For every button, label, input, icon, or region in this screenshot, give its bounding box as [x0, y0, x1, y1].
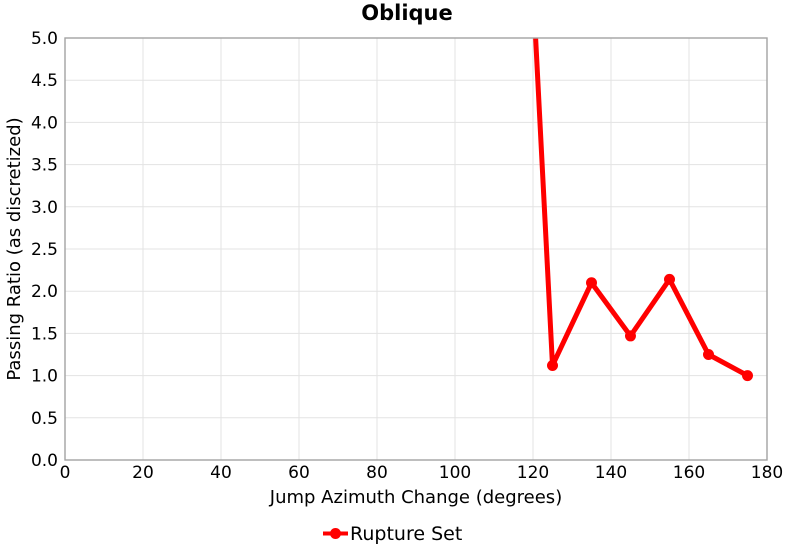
data-point-marker	[547, 359, 558, 371]
x-tick-label: 20	[132, 463, 154, 483]
y-tick-label: 2.5	[31, 240, 58, 260]
data-point-marker	[664, 273, 675, 285]
x-tick-label: 100	[439, 463, 471, 483]
x-tick-label: 160	[673, 463, 705, 483]
plot-border	[64, 37, 768, 461]
x-axis-label: Jump Azimuth Change (degrees)	[269, 487, 562, 508]
legend: Rupture Set	[323, 523, 462, 545]
x-tick-label: 0	[60, 463, 71, 483]
y-tick-label: 4.0	[31, 113, 58, 133]
y-axis-tick-labels: 0.0 0.5 1.0 1.5 2.0 2.5 3.0 3.5 4.0 4.5 5.0	[31, 29, 58, 471]
y-tick-label: 1.5	[31, 324, 58, 344]
series-rupture-set	[533, 38, 753, 382]
data-point-marker	[625, 330, 636, 342]
legend-dot-marker-icon	[330, 528, 341, 539]
gridlines	[65, 38, 767, 460]
y-tick-label: 5.0	[31, 29, 58, 49]
y-tick-label: 1.0	[31, 367, 58, 387]
y-tick-label: 2.0	[31, 282, 58, 302]
chart-title: Oblique	[361, 1, 453, 25]
x-axis-tick-labels: 0 20 40 60 80 100 120 140 160 180	[60, 463, 784, 483]
x-tick-label: 180	[751, 463, 783, 483]
data-point-marker	[742, 370, 753, 382]
legend-label: Rupture Set	[350, 523, 462, 545]
y-axis-label: Passing Ratio (as discretized)	[4, 117, 25, 380]
x-tick-label: 120	[517, 463, 549, 483]
y-tick-label: 0.0	[31, 451, 58, 471]
x-tick-label: 60	[288, 463, 310, 483]
x-tick-label: 140	[595, 463, 627, 483]
y-tick-label: 3.5	[31, 156, 58, 176]
y-tick-label: 4.5	[31, 71, 58, 91]
y-tick-label: 3.0	[31, 198, 58, 218]
x-tick-label: 80	[366, 463, 388, 483]
x-tick-label: 40	[210, 463, 232, 483]
data-point-marker	[586, 277, 597, 289]
data-point-marker	[703, 349, 714, 360]
y-tick-label: 0.5	[31, 409, 58, 429]
